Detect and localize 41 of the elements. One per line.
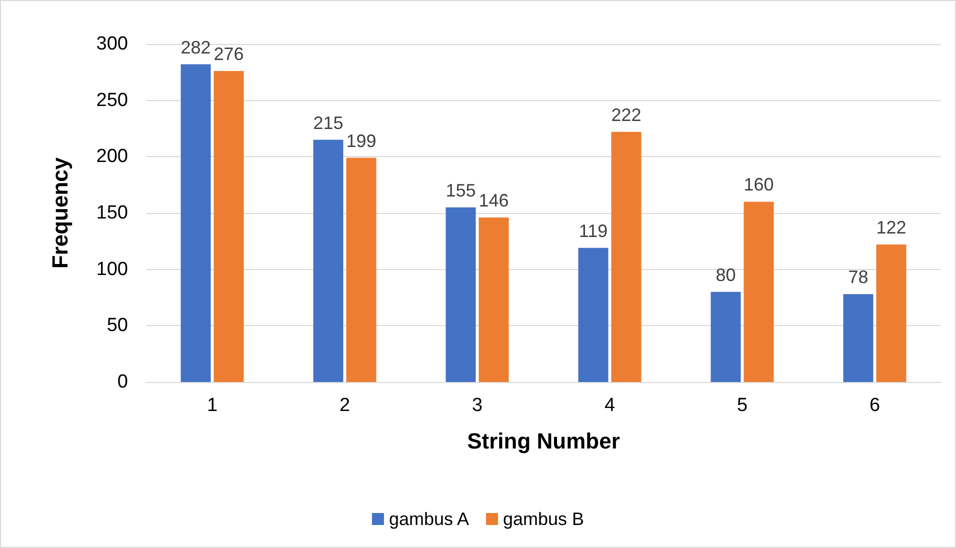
- y-tick-label: 250: [96, 90, 128, 111]
- data-label: 276: [214, 44, 244, 64]
- bar: [478, 218, 509, 382]
- bar: [611, 132, 642, 382]
- legend-label: gambus A: [388, 509, 470, 529]
- x-tick-label: 6: [869, 395, 880, 416]
- x-tick-label: 4: [604, 395, 616, 416]
- y-tick-label: 200: [96, 146, 128, 168]
- y-tick-label: 150: [96, 202, 128, 224]
- bar: [710, 292, 741, 382]
- data-label: 160: [744, 174, 774, 195]
- data-label: 146: [478, 190, 509, 211]
- data-label: 155: [446, 180, 476, 200]
- data-label: 282: [180, 37, 211, 58]
- data-label: 80: [716, 264, 736, 285]
- x-tick-label: 3: [472, 395, 483, 416]
- data-label: 119: [578, 220, 608, 241]
- data-label: 222: [611, 104, 642, 125]
- bar: [214, 71, 244, 382]
- bar: [313, 140, 344, 382]
- bar: [578, 248, 608, 382]
- data-label: 78: [848, 267, 868, 288]
- y-tick-label: 300: [96, 34, 128, 54]
- y-axis-title: Frequency: [48, 156, 72, 269]
- bar: [180, 64, 211, 382]
- data-label: 122: [876, 218, 906, 238]
- x-tick-label: 5: [736, 395, 748, 416]
- bar: [446, 207, 476, 382]
- x-tick-label: 1: [206, 395, 218, 416]
- bar: [843, 294, 874, 382]
- data-label: 215: [313, 112, 344, 133]
- bar: [346, 158, 376, 382]
- data-label: 199: [346, 130, 376, 151]
- y-tick-label: 50: [106, 315, 128, 336]
- x-axis-title: String Number: [467, 428, 620, 454]
- y-tick-label: 100: [96, 258, 128, 280]
- legend-label: gambus B: [503, 509, 584, 529]
- y-tick-label: 0: [117, 372, 128, 392]
- bar: [876, 244, 906, 382]
- bar: [744, 202, 774, 382]
- x-tick-label: 2: [339, 395, 350, 416]
